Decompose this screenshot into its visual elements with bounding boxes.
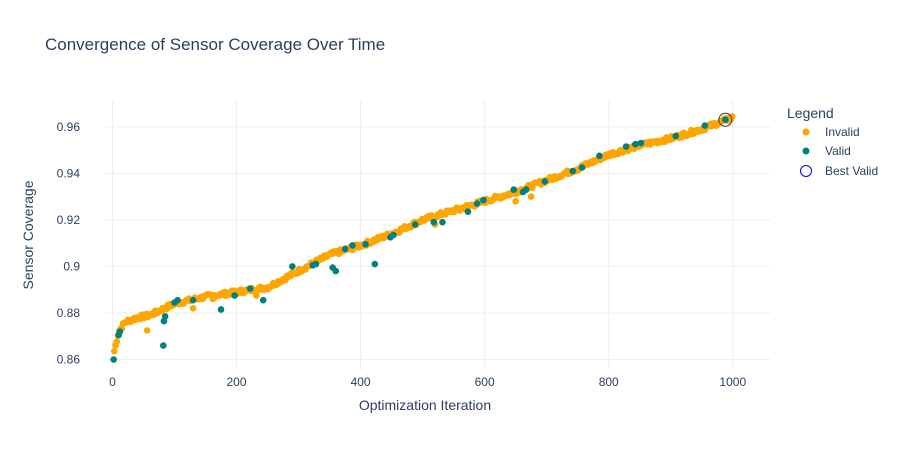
valid-point: [578, 164, 586, 171]
valid-point: [341, 245, 349, 253]
valid-point: [473, 200, 481, 207]
x-tick-label: 1000: [719, 375, 746, 389]
valid-point: [596, 152, 603, 160]
legend-label-best-valid: Best Valid: [825, 164, 878, 178]
valid-point: [510, 186, 518, 193]
x-tick-label: 0: [109, 375, 116, 389]
legend-label-valid: Valid: [825, 144, 851, 158]
legend-label-invalid: Invalid: [825, 125, 860, 139]
valid-point: [259, 296, 267, 304]
valid-point: [371, 260, 379, 268]
invalid-point: [728, 113, 736, 120]
valid-point: [246, 285, 254, 292]
valid-point: [231, 292, 238, 299]
valid-point: [174, 296, 181, 304]
y-tick-label: 0.94: [57, 166, 81, 180]
x-tick-label: 200: [226, 375, 246, 389]
invalid-point: [209, 295, 217, 303]
valid-point: [637, 139, 645, 147]
y-axis-title: Sensor Coverage: [20, 180, 36, 289]
y-tick-label: 0.9: [63, 259, 80, 273]
grid-lines: [105, 100, 770, 370]
invalid-point: [113, 338, 121, 345]
legend-item-invalid[interactable]: Invalid: [802, 125, 860, 139]
valid-point: [522, 186, 530, 193]
invalid-point: [512, 197, 519, 205]
valid-point: [411, 221, 419, 228]
valid-point: [349, 242, 356, 249]
valid-point: [362, 241, 369, 248]
valid-point: [672, 132, 680, 140]
invalid-point: [143, 327, 151, 334]
valid-point: [430, 218, 438, 226]
legend-item-valid[interactable]: Valid: [802, 144, 851, 158]
valid-point: [722, 116, 729, 124]
legend-marker-best-valid: [800, 165, 812, 177]
valid-point: [480, 196, 487, 204]
valid-point: [160, 342, 167, 349]
valid-point: [701, 122, 709, 129]
chart-title: Convergence of Sensor Coverage Over Time: [45, 35, 385, 54]
valid-point: [312, 260, 320, 268]
valid-point: [332, 267, 340, 275]
valid-point: [541, 178, 549, 185]
y-tick-label: 0.96: [57, 120, 81, 134]
y-tick-label: 0.92: [57, 213, 81, 227]
best-valid-points: [718, 112, 733, 127]
valid-point: [390, 231, 397, 239]
legend-title: Legend: [787, 105, 834, 121]
valid-point: [632, 140, 639, 148]
valid-point: [161, 313, 169, 320]
invalid-point: [111, 347, 118, 355]
valid-point: [189, 296, 197, 304]
legend: Legend Invalid Valid Best Valid: [787, 105, 878, 178]
valid-point: [439, 218, 446, 226]
x-axis-title: Optimization Iteration: [359, 397, 491, 413]
legend-marker-valid: [802, 147, 810, 155]
invalid-point: [456, 207, 464, 214]
valid-point: [110, 356, 117, 363]
y-tick-label: 0.88: [57, 306, 81, 320]
valid-point: [464, 208, 472, 216]
tick-labels: 0 200 400 600 800 1000 0.86 0.88 0.9 0.92 0.94 0.96: [57, 120, 747, 389]
x-tick-label: 600: [475, 375, 495, 389]
legend-item-best-valid[interactable]: Best Valid: [800, 164, 879, 178]
invalid-point: [189, 305, 197, 312]
valid-point: [622, 143, 630, 150]
valid-point: [569, 167, 577, 175]
invalid-point: [527, 193, 535, 200]
valid-point: [116, 328, 124, 335]
valid-point: [217, 306, 225, 313]
y-tick-label: 0.86: [57, 353, 81, 367]
valid-points: [110, 116, 729, 363]
invalid-point: [253, 292, 260, 299]
x-tick-label: 800: [599, 375, 619, 389]
best-valid-point: [718, 112, 733, 127]
valid-point: [289, 263, 296, 270]
legend-marker-invalid: [802, 128, 810, 136]
x-tick-label: 400: [351, 375, 371, 389]
